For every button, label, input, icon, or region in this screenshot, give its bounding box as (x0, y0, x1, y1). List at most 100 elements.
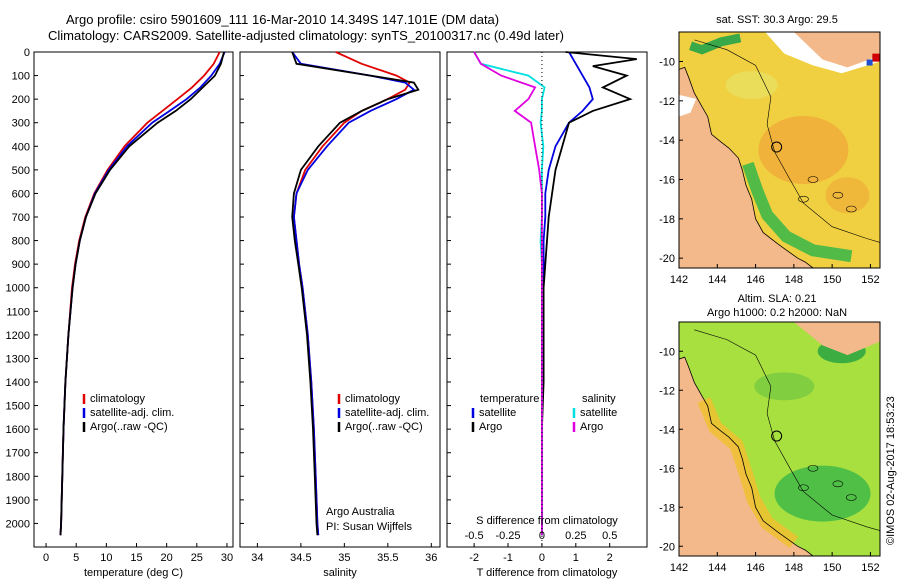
x-tick-label: 144 (708, 562, 726, 574)
annotation-argo-australia: Argo Australia (326, 506, 395, 518)
y-tick-label: 1100 (6, 306, 30, 318)
x-tick-label: 146 (746, 562, 764, 574)
cool-patch (725, 71, 778, 100)
y-tick-label: 400 (12, 141, 30, 153)
legend-label: satellite-adj. clim. (90, 407, 174, 419)
y-tick-label: 1800 (6, 471, 30, 483)
reef-outline (845, 205, 857, 213)
salinity-panel: 34 34.5 35 35.5 36 salinity climatology satelli… (239, 51, 441, 579)
salinity-xlabel: salinity (323, 567, 357, 579)
y-tick-label: 1400 (6, 377, 30, 389)
sla_map-frame (678, 321, 881, 557)
x-tick-label: 150 (823, 562, 841, 574)
legend-label: satellite (580, 407, 617, 419)
sst-map-panel: 142 144 146 148 150 152 -10 -12 -14 -16 -18 -20 (659, 31, 881, 286)
y-tick-label: 1900 (6, 495, 30, 507)
y-tick-label: -18 (659, 502, 675, 514)
temperature-panel: 0100200300400500600700800900100011001200… (6, 47, 234, 579)
x-tick-label: 35 (338, 552, 350, 564)
high-sla-patch (774, 465, 871, 522)
y-tick-label: 100 (12, 71, 30, 83)
sst_map-content (679, 32, 880, 268)
reef-outline (807, 464, 819, 472)
y-tick-label: -14 (659, 135, 675, 147)
series-line-s-argo (473, 51, 543, 536)
y-tick-label: -20 (659, 541, 675, 553)
y-tick-label: -10 (659, 57, 675, 69)
legend-header-salinity: salinity (582, 393, 616, 405)
x2-tick-label: 0.5 (602, 530, 617, 542)
x-tick-label: 36 (425, 552, 437, 564)
legend-label: satellite (479, 407, 516, 419)
imos-credit: ©IMOS 02-Aug-2017 18:53:23 (885, 396, 897, 545)
warm-patch (758, 116, 849, 184)
x-tick-label: 10 (100, 552, 112, 564)
y-tick-label: 300 (12, 118, 30, 130)
coastal-band (689, 33, 742, 55)
legend-label: climatology (90, 393, 146, 405)
sla-map-title-1: Altim. SLA: 0.21 (738, 293, 817, 305)
warm-patch (825, 177, 870, 214)
y-tick-label: -12 (659, 96, 675, 108)
y-tick-label: 2000 (6, 518, 30, 530)
no-data-area (679, 94, 697, 117)
y-tick-label: -16 (659, 175, 675, 187)
x-tick-label: 152 (861, 274, 879, 286)
coastline (679, 322, 880, 556)
x-tick-label: 148 (785, 562, 803, 574)
reef-outline (798, 484, 809, 492)
legend-label: Argo (479, 421, 502, 433)
y-tick-label: 1700 (6, 448, 30, 460)
annotation-pi: PI: Susan Wijffels (326, 521, 412, 533)
x-tick-label: 0 (539, 552, 545, 564)
x-tick-label: 5 (73, 552, 79, 564)
land-png (793, 32, 880, 68)
difference-xlabel: T difference from climatology (477, 567, 618, 579)
argo-location-marker (771, 141, 783, 153)
y-tick-label: 1000 (6, 283, 30, 295)
reef-outline (845, 494, 857, 501)
y-tick-label: -18 (659, 214, 675, 226)
x2-tick-label: -0.5 (465, 530, 484, 542)
x-tick-label: 152 (861, 562, 879, 574)
x2-tick-label: 0 (539, 530, 545, 542)
sla-map-panel: 142 144 146 148 150 152 -10 -12 -14 -16 -18 -20 (659, 321, 881, 574)
x-tick-label: 144 (708, 274, 726, 286)
series-line-argo-raw-qc- (59, 51, 225, 536)
x-tick-label: 146 (746, 274, 764, 286)
hot-pixel (872, 53, 880, 62)
y-tick-label: -12 (659, 385, 675, 397)
y-tick-label: 1200 (6, 330, 30, 342)
x-tick-label: -1 (503, 552, 513, 564)
x-tick-label: 34.5 (290, 552, 311, 564)
legend-header-temperature: temperature (480, 393, 539, 405)
temperature-xlabel: temperature (deg C) (84, 567, 183, 579)
y-tick-label: 600 (12, 188, 30, 200)
x-tick-label: 148 (785, 274, 803, 286)
sla-map-title-2: Argo h1000: 0.2 h2000: NaN (707, 307, 847, 319)
x-tick-label: 30 (221, 552, 233, 564)
y-tick-label: 500 (12, 165, 30, 177)
y-tick-label: 700 (12, 212, 30, 224)
legend-label: Argo(..raw -QC) (90, 421, 168, 433)
temperature-frame (33, 51, 234, 548)
y-tick-label: 1300 (6, 353, 30, 365)
y-tick-label: 800 (12, 236, 30, 248)
reef-outline (798, 195, 809, 203)
legend-label: Argo(..raw -QC) (345, 421, 423, 433)
x2-tick-label: 0.25 (565, 530, 586, 542)
sla_map-content (679, 322, 880, 556)
legend-label: Argo (580, 421, 603, 433)
reef-outline (832, 480, 844, 488)
difference-frame (446, 51, 648, 548)
y-tick-label: 1500 (6, 401, 30, 413)
x-tick-label: 142 (670, 562, 688, 574)
x-tick-label: 15 (130, 552, 142, 564)
x-tick-label: 35.5 (377, 552, 398, 564)
legend-label: satellite-adj. clim. (345, 407, 429, 419)
x-tick-label: 0 (43, 552, 49, 564)
difference-panel: -2 -1 0 1 2 T difference from climatology -0.5… (446, 51, 648, 579)
x-tick-label: 2 (607, 552, 613, 564)
legend-label: climatology (345, 393, 401, 405)
